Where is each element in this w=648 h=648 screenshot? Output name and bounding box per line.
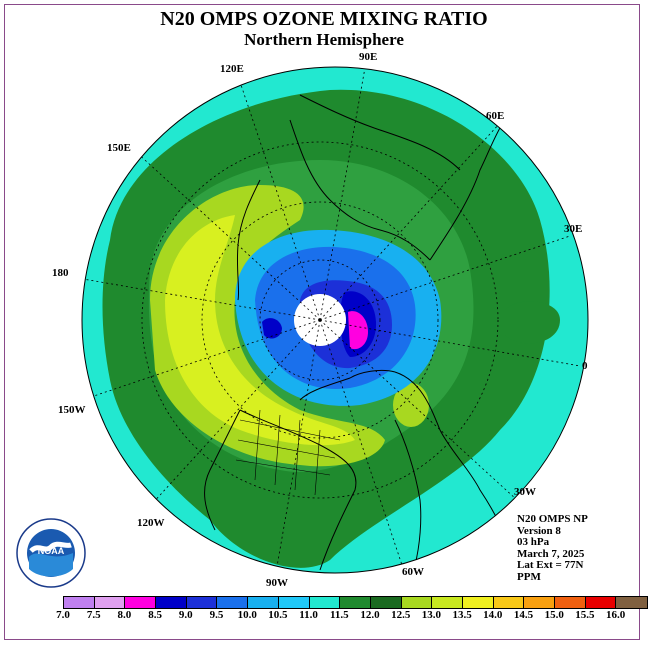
lon-label-60w: 60W: [402, 566, 424, 578]
colorbar-tick-label: 15.0: [544, 609, 564, 621]
info-level: 03 hPa: [517, 536, 550, 548]
colorbar-tick-label: 10.5: [268, 609, 288, 621]
lon-label-60e: 60E: [486, 110, 505, 122]
info-lat-ext: Lat Ext = 77N: [517, 559, 584, 571]
us-state-lines: [235, 409, 341, 496]
colorbar: [63, 596, 648, 609]
colorbar-swatch: [462, 597, 494, 608]
field-green-east: [505, 301, 560, 344]
colorbar-tick-label: 10.0: [237, 609, 257, 621]
colorbar-swatch: [248, 597, 279, 608]
colorbar-swatch: [585, 597, 617, 608]
colorbar-tick-label: 11.5: [329, 609, 349, 621]
colorbar-swatch: [156, 597, 187, 608]
figure-frame: [4, 4, 640, 640]
colorbar-swatch: [94, 597, 126, 608]
colorbar-tick-label: 9.5: [209, 609, 224, 621]
info-date: March 7, 2025: [517, 547, 585, 560]
colorbar-swatch: [340, 597, 371, 608]
colorbar-tick-label: 7.0: [56, 609, 70, 621]
noaa-logo-text: NOAA: [38, 546, 65, 556]
colorbar-tick-label: 9.0: [178, 609, 193, 621]
colorbar-swatch: [524, 597, 555, 608]
product-info: N20 OMPS NP Version 8 03 hPa March 7, 20…: [517, 513, 588, 583]
lon-label-120e: 120E: [220, 63, 244, 75]
colorbar-swatch: [370, 597, 402, 608]
colorbar-swatch: [217, 597, 249, 608]
latitude-circles: [141, 141, 499, 499]
colorbar-tick-label: 14.0: [483, 609, 503, 621]
noaa-logo: NOAA: [16, 518, 86, 588]
lon-label-90e: 90E: [359, 51, 378, 63]
colorbar-swatch: [125, 597, 157, 608]
colorbar-tick-label: 8.5: [148, 609, 162, 621]
colorbar-tick-label: 15.5: [575, 609, 595, 621]
colorbar-tick-label: 14.5: [513, 609, 534, 621]
colorbar-swatch: [278, 597, 310, 608]
map-subtitle: Northern Hemisphere: [244, 30, 404, 49]
field-purple-west: [262, 318, 282, 339]
lon-label-180: 180: [52, 267, 69, 279]
info-product: N20 OMPS NP: [517, 513, 588, 525]
colorbar-swatch: [432, 597, 463, 608]
field-magenta: [348, 311, 368, 350]
map-boundary: [81, 66, 589, 574]
colorbar-tick-label: 13.0: [421, 609, 442, 621]
colorbar-swatch: [186, 597, 218, 608]
colorbar-swatch: [493, 597, 525, 608]
field-lime-patch: [393, 383, 429, 427]
colorbar-tick-label: 11.0: [299, 609, 318, 621]
colorbar-swatch: [309, 597, 341, 608]
colorbar-swatch: [555, 597, 586, 608]
colorbar-tick-label: 12.5: [391, 609, 411, 621]
colorbar-tick-label: 12.0: [360, 609, 380, 621]
info-version: Version 8: [517, 524, 561, 537]
lon-label-30e: 30E: [564, 223, 583, 235]
lon-label-150w: 150W: [58, 404, 86, 416]
lon-label-0: 0: [582, 360, 588, 372]
lon-label-30w: 30W: [514, 486, 536, 498]
field-yellow: [165, 215, 355, 446]
info-units: PPM: [517, 570, 541, 583]
colorbar-tick-label: 7.5: [86, 609, 101, 621]
map-title: N20 OMPS OZONE MIXING RATIO: [160, 8, 488, 30]
colorbar-ticks: 7.0 7.5 8.0 8.5 9.0 9.5 10.0 10.5 11.0 11.5 12.0 12…: [0, 609, 648, 623]
colorbar-swatch: [401, 597, 433, 608]
lon-label-120w: 120W: [137, 517, 165, 529]
colorbar-tick-label: 8.0: [117, 609, 132, 621]
lon-label-150e: 150E: [107, 142, 131, 154]
colorbar-swatch: [616, 597, 648, 608]
colorbar-tick-label: 13.5: [452, 609, 472, 621]
colorbar-tick-label: 16.0: [605, 609, 626, 621]
lon-label-90w: 90W: [266, 577, 288, 589]
colorbar-swatch: [64, 597, 95, 608]
meridians: [82, 67, 581, 573]
